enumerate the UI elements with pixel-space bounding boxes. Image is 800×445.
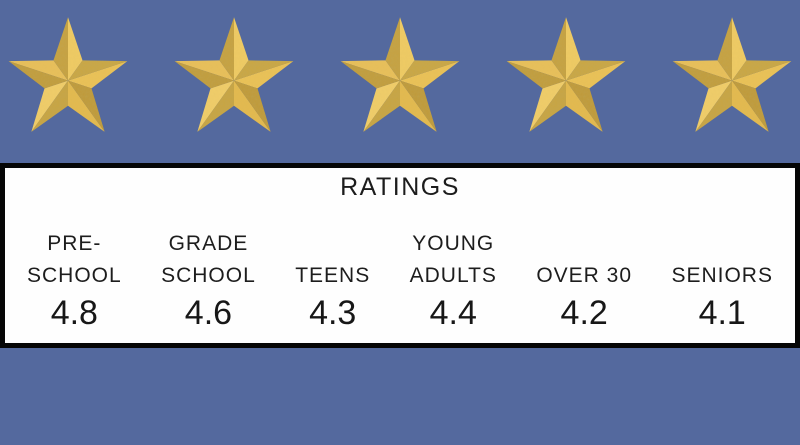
- star-icon: [169, 12, 299, 144]
- category-label: SENIORS: [671, 264, 773, 287]
- rating-category: GRADE SCHOOL 4.6: [161, 228, 256, 335]
- category-rating-value: 4.1: [698, 294, 746, 332]
- category-rating-value: 4.4: [429, 294, 477, 332]
- category-rating-value: 4.3: [309, 294, 357, 332]
- category-rating-value: 4.2: [560, 294, 608, 332]
- star-icon: [3, 12, 133, 144]
- category-label: TEENS: [295, 264, 371, 287]
- category-rating-value: 4.8: [50, 294, 98, 332]
- category-rating-value: 4.6: [184, 294, 233, 332]
- rating-category: OVER 30 4.2: [536, 260, 632, 335]
- category-label: YOUNG ADULTS: [409, 232, 497, 287]
- bottom-band: [0, 348, 800, 445]
- category-label: GRADE SCHOOL: [161, 232, 256, 287]
- category-label: PRE- SCHOOL: [27, 232, 122, 287]
- panel-title: RATINGS: [340, 173, 460, 201]
- star-icon: [501, 12, 631, 144]
- star-icon: [335, 12, 465, 144]
- category-label: OVER 30: [536, 264, 633, 287]
- rating-category: SENIORS 4.1: [671, 260, 773, 335]
- rating-category: PRE- SCHOOL 4.8: [27, 228, 122, 335]
- ratings-columns: PRE- SCHOOL 4.8 GRADE SCHOOL 4.6 TEENS 4.3 YOUNG…: [25, 228, 775, 335]
- rating-category: YOUNG ADULTS 4.4: [410, 228, 497, 335]
- star-rating-row: [0, 0, 800, 163]
- rating-category: TEENS 4.3: [295, 260, 370, 335]
- star-icon: [667, 12, 797, 144]
- ratings-panel: RATINGS PRE- SCHOOL 4.8 GRADE SCHOOL 4.6 TEENS…: [0, 163, 800, 348]
